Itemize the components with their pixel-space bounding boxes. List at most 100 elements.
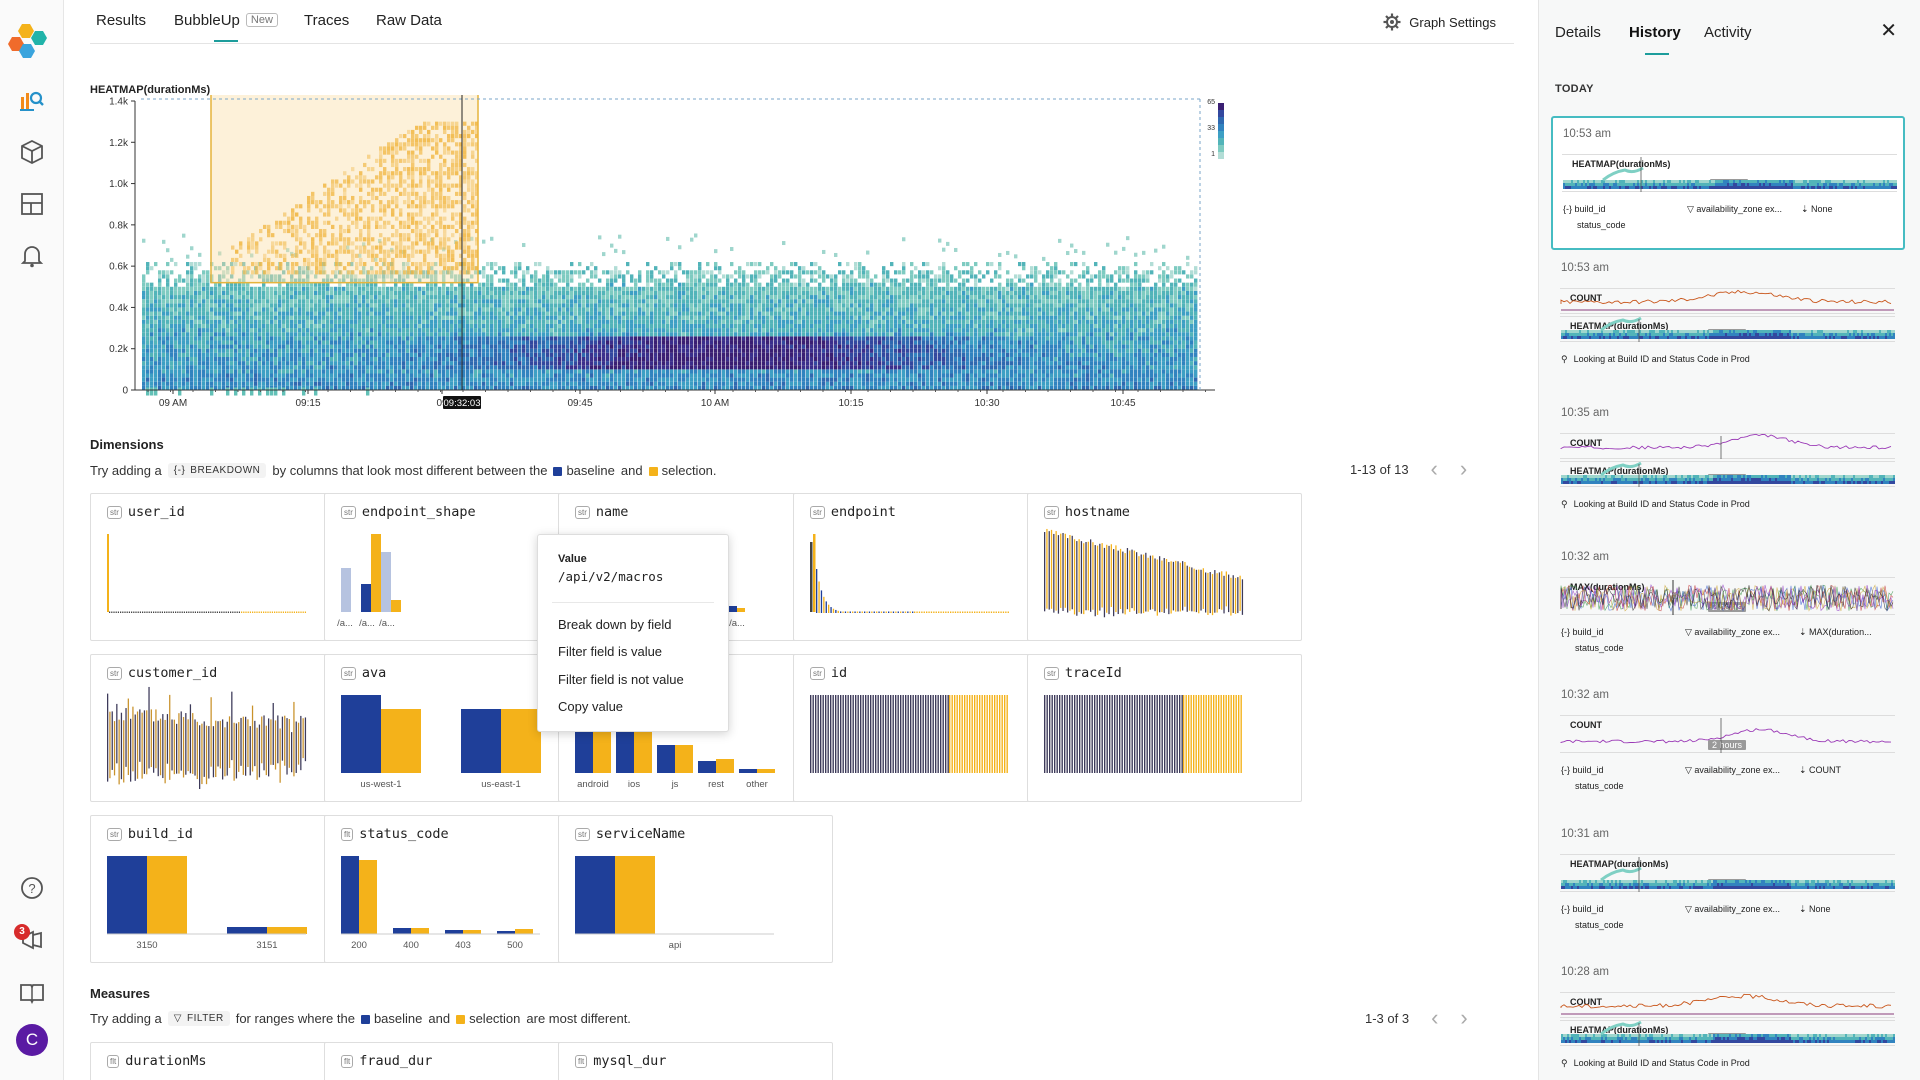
histogram-bar (902, 695, 904, 773)
histogram-bar (847, 695, 849, 773)
menu-filter-field-is-value[interactable]: Filter field is value (558, 644, 663, 659)
histogram-bar (181, 611, 183, 613)
measures-next-icon[interactable]: › (1460, 1005, 1468, 1030)
panel-tabs: Details History Activity ✕ (1539, 0, 1920, 58)
histogram-bar (293, 701, 295, 777)
histogram-bar (155, 709, 157, 769)
menu-copy-value[interactable]: Copy value (558, 699, 624, 714)
heatmap-chart[interactable]: 1.4k 1.2k 1.0k 0.8k 0.6k 0.4k 0.2k 0 09 AM 09:15 0… (90, 95, 1520, 415)
field-type-badge: str (107, 666, 122, 680)
menu-filter-field-is-not-value[interactable]: Filter field is not value (558, 672, 684, 687)
panel-tab-activity[interactable]: Activity (1704, 24, 1752, 41)
help-icon[interactable]: ? (18, 874, 46, 902)
dimension-card-serviceName[interactable]: str serviceName api (558, 815, 833, 963)
new-badge: New (245, 13, 278, 27)
group-by-field-2: status_code (1577, 220, 1626, 230)
histogram-bar (268, 718, 270, 777)
histogram-bar (971, 695, 973, 773)
measure-card-fraud-dur[interactable]: flt fraud_dur (324, 1042, 599, 1080)
history-entry[interactable]: 10:32 am MAX(durationMs) 2 hours {-} build_… (1551, 541, 1905, 669)
dimension-card-traceId[interactable]: str traceId (1027, 654, 1302, 802)
selection-bar (515, 929, 533, 934)
measure-card-durationMs[interactable]: flt durationMs (90, 1042, 365, 1080)
histogram-bar (1071, 535, 1073, 610)
measure-card-mysql-dur[interactable]: flt mysql_dur (558, 1042, 833, 1080)
card-title: flt status_code (341, 826, 449, 842)
mini-chart-label: HEATMAP(durationMs) (1570, 321, 1669, 331)
histogram-bar (1001, 695, 1003, 773)
histogram-bar (1210, 695, 1212, 773)
history-note-text: Looking at Build ID and Status Code in P… (1573, 354, 1750, 364)
histogram-bar (1171, 695, 1173, 773)
history-entry[interactable]: 10:32 am COUNT 2 hours {-} build_id ▽ availa… (1551, 679, 1905, 807)
histogram-bar (210, 697, 212, 767)
tab-raw-data[interactable]: Raw Data (376, 12, 442, 29)
x-axis-label: /a... (337, 618, 353, 629)
histogram-bar (852, 611, 854, 613)
dimension-card-status-code[interactable]: flt status_code 200 400 403 500 (324, 815, 599, 963)
x-axis-label: 400 (403, 940, 419, 951)
prev-page-icon[interactable]: ‹ (1430, 456, 1438, 481)
panel-tab-details[interactable]: Details (1555, 24, 1601, 41)
datasets-cube-icon[interactable] (18, 138, 46, 166)
triggers-bell-icon[interactable] (18, 241, 46, 269)
histogram-bar (1161, 695, 1163, 773)
measures-prev-icon[interactable]: ‹ (1431, 1005, 1439, 1030)
histogram-bar (820, 590, 823, 613)
histogram-bar (1230, 577, 1232, 616)
honeycomb-logo[interactable] (8, 22, 56, 62)
histogram-bar (203, 611, 205, 613)
history-entry[interactable]: 10:31 am HEATMAP(durationMs) 2 hours {-} bu… (1551, 818, 1905, 946)
where-clause: ▽ availability_zone ex... (1685, 765, 1780, 775)
histogram-bar (959, 695, 961, 773)
histogram-bar (933, 611, 935, 613)
tab-traces[interactable]: Traces (304, 12, 350, 29)
history-entry[interactable]: 10:53 am COUNT HEATMAP(durationMs) 2 hours ⚲… (1551, 252, 1905, 380)
tab-results[interactable]: Results (96, 12, 147, 29)
histogram-bar (1170, 561, 1172, 614)
histogram-bar (844, 611, 847, 613)
x-axis-label: /a... (379, 618, 395, 629)
order-clause: ⇣ COUNT (1799, 765, 1842, 775)
selection-bar (371, 534, 381, 612)
histogram-bar (236, 611, 238, 613)
field-name: customer_id (127, 665, 218, 681)
histogram-bar (940, 695, 942, 773)
histogram-bar (242, 716, 244, 775)
group-by-field: {-} build_id (1561, 627, 1604, 637)
panel-tab-history[interactable]: History (1629, 24, 1681, 55)
dimension-card-customer-id[interactable]: str customer_id (90, 654, 365, 802)
menu-break-down-by-field[interactable]: Break down by field (558, 617, 672, 632)
dimension-card-hostname[interactable]: str hostname (1027, 493, 1302, 641)
histogram-bar (1069, 535, 1071, 611)
histogram-bar (177, 611, 179, 613)
user-avatar[interactable]: C (16, 1024, 48, 1056)
tab-bubbleup[interactable]: BubbleUp New (174, 12, 278, 42)
card-histogram (341, 534, 401, 612)
histogram-bar (1172, 561, 1175, 611)
histogram-bar (205, 611, 208, 613)
graph-settings-button[interactable]: Graph Settings (1383, 13, 1496, 31)
x-axis-label: js (671, 779, 679, 790)
dimension-card-user-id[interactable]: str user_id (90, 493, 365, 641)
histogram-bar (822, 695, 824, 773)
dimension-card-id[interactable]: str id (793, 654, 1068, 802)
histogram-bar (188, 611, 190, 613)
next-page-icon[interactable]: › (1459, 456, 1468, 481)
dimension-card-endpoint[interactable]: str endpoint (793, 493, 1068, 641)
boards-grid-icon[interactable] (18, 190, 46, 218)
dimension-card-build-id[interactable]: str build_id 3150 3151 (90, 815, 365, 963)
docs-book-icon[interactable] (18, 978, 46, 1006)
history-entry[interactable]: 10:28 am COUNT HEATMAP(durationMs) 2 hours ⚲… (1551, 956, 1905, 1080)
histogram-bar (137, 611, 139, 613)
history-entry[interactable]: 10:35 am COUNT HEATMAP(durationMs) 2 hours ⚲… (1551, 397, 1905, 525)
query-builder-icon[interactable] (18, 86, 46, 114)
close-icon[interactable]: ✕ (1880, 20, 1897, 42)
histogram-bar (274, 720, 277, 770)
mini-chart-label: COUNT (1570, 997, 1602, 1007)
histogram-bar (999, 695, 1001, 773)
histogram-bar (1237, 577, 1239, 614)
histogram-bar (297, 722, 300, 765)
history-entry[interactable]: 10:53 am HEATMAP(durationMs) 2 hours {-} bu… (1551, 116, 1905, 250)
histogram-bar (878, 611, 880, 613)
